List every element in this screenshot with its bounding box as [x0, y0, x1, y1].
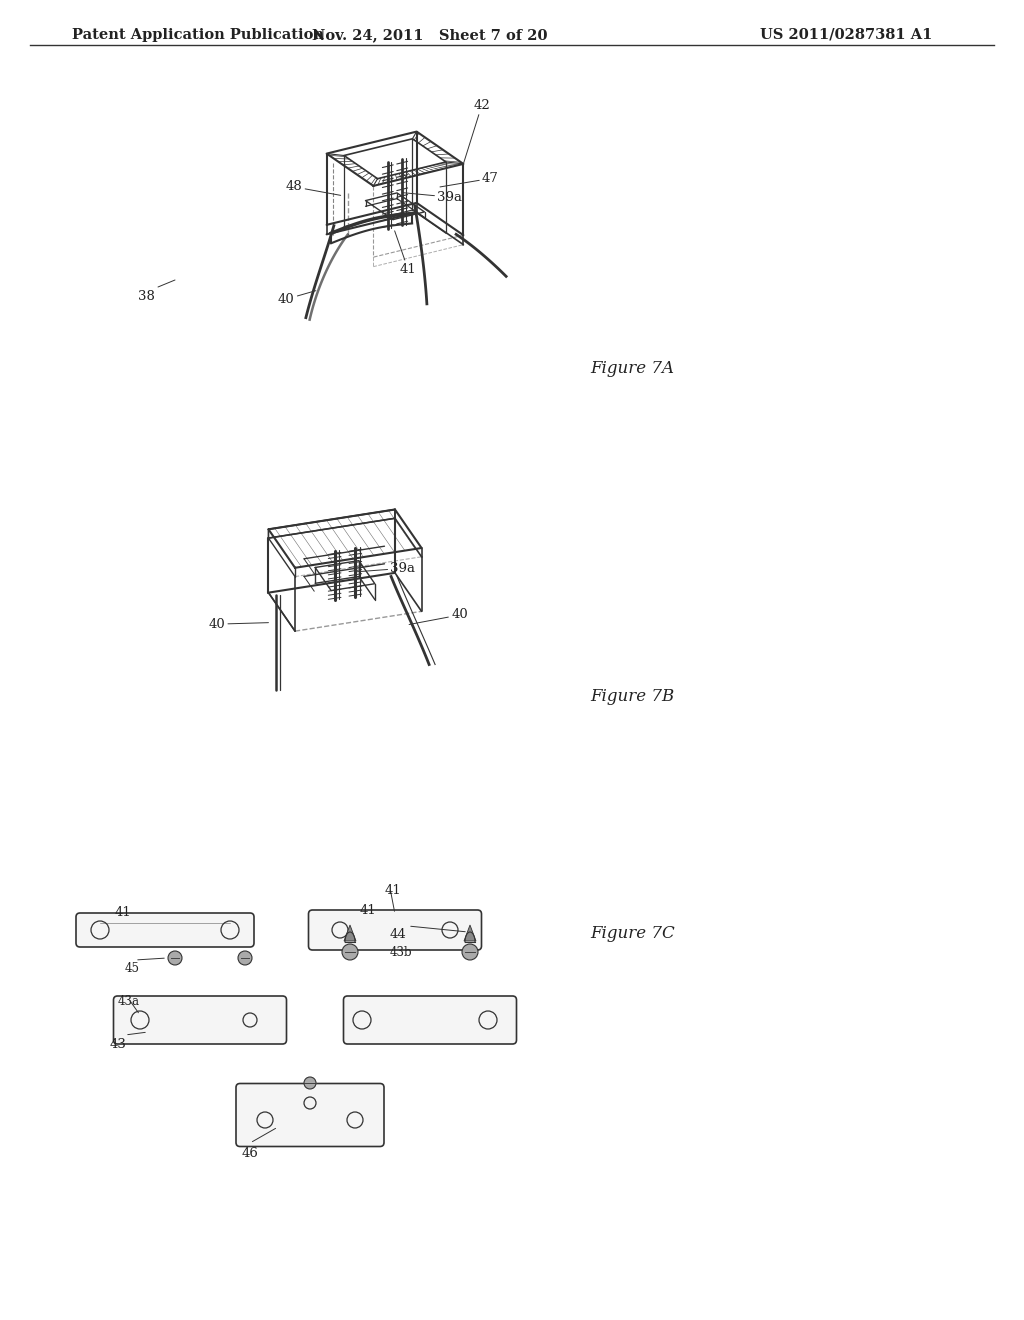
FancyBboxPatch shape	[76, 913, 254, 946]
FancyBboxPatch shape	[236, 1084, 384, 1147]
Text: US 2011/0287381 A1: US 2011/0287381 A1	[760, 28, 933, 42]
Text: 40: 40	[410, 609, 468, 624]
Text: Figure 7A: Figure 7A	[590, 360, 674, 378]
Text: 46: 46	[242, 1147, 259, 1160]
Text: 43a: 43a	[118, 995, 140, 1008]
Polygon shape	[344, 925, 356, 941]
Circle shape	[238, 950, 252, 965]
FancyBboxPatch shape	[114, 997, 287, 1044]
FancyBboxPatch shape	[308, 909, 481, 950]
Text: 43: 43	[110, 1038, 127, 1051]
Circle shape	[342, 944, 358, 960]
Text: Figure 7B: Figure 7B	[590, 688, 674, 705]
Text: 41: 41	[360, 904, 377, 917]
Polygon shape	[464, 925, 476, 941]
Text: 41: 41	[385, 884, 401, 898]
Text: 40: 40	[278, 290, 315, 306]
Circle shape	[304, 1077, 316, 1089]
Text: 39a: 39a	[355, 562, 416, 576]
Circle shape	[462, 944, 478, 960]
Text: 43b: 43b	[390, 946, 413, 960]
Text: 40: 40	[209, 618, 268, 631]
Circle shape	[168, 950, 182, 965]
Text: 42: 42	[464, 99, 490, 164]
Text: Figure 7C: Figure 7C	[590, 925, 675, 942]
Text: 41: 41	[394, 231, 417, 276]
Text: Patent Application Publication: Patent Application Publication	[72, 28, 324, 42]
Text: 44: 44	[390, 928, 407, 941]
Text: 41: 41	[115, 906, 132, 919]
FancyBboxPatch shape	[343, 997, 516, 1044]
Text: 39a: 39a	[402, 190, 462, 203]
Text: 48: 48	[286, 181, 341, 195]
Text: 38: 38	[138, 290, 155, 304]
Text: Nov. 24, 2011   Sheet 7 of 20: Nov. 24, 2011 Sheet 7 of 20	[312, 28, 548, 42]
Text: 45: 45	[125, 962, 140, 975]
Text: 47: 47	[440, 172, 499, 187]
